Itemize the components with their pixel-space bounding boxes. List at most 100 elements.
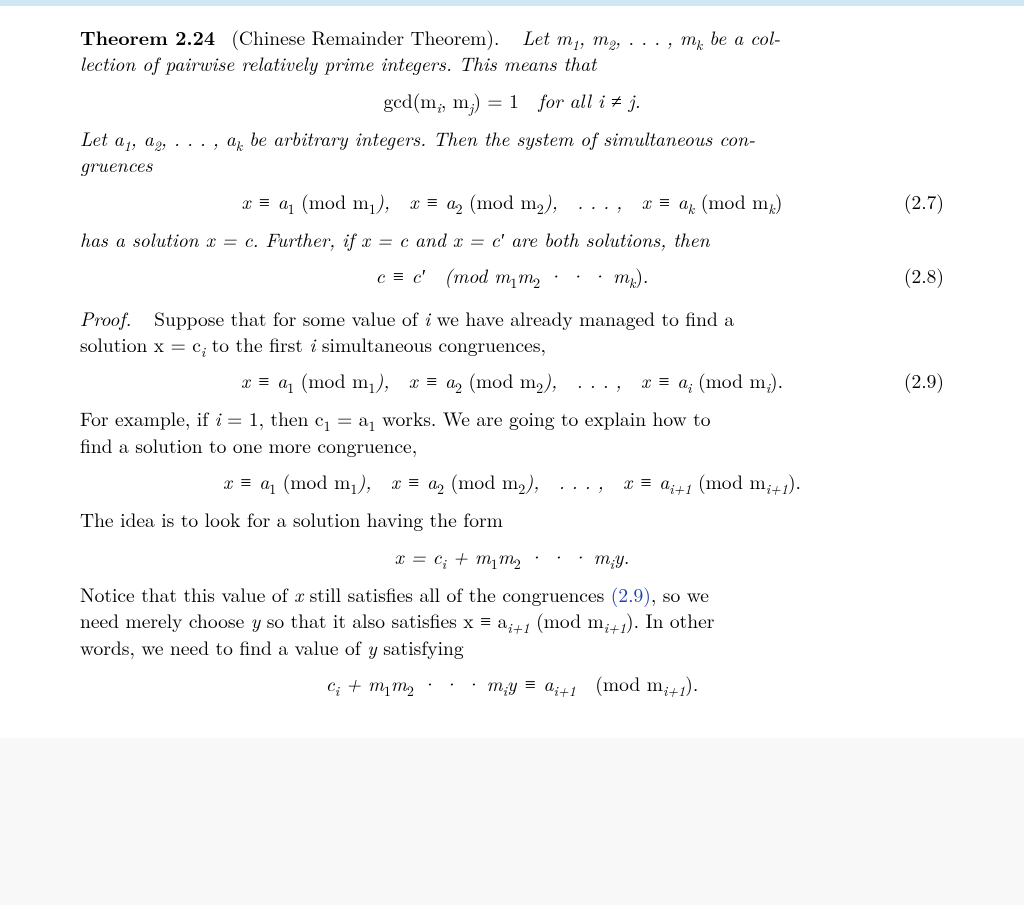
sub: 2 [407, 681, 414, 701]
proof-line-2: solution x = ci to the first i simultane… [80, 331, 944, 357]
sub: i+1 [554, 681, 576, 701]
sub: 2 [514, 554, 521, 574]
text: , a [131, 124, 154, 152]
theorem-statement-1: Theorem 2.24 (Chinese Remainder Theorem)… [80, 24, 944, 50]
notice-2: need merely choose y so that it also sat… [80, 607, 944, 633]
text: Let a [80, 124, 124, 152]
page-content: Theorem 2.24 (Chinese Remainder Theorem)… [0, 6, 1024, 738]
text: (mod m [444, 467, 518, 495]
text: simultaneous congruences, [315, 330, 546, 358]
text: , . . . , m [615, 23, 696, 51]
text: still satisfies all of the congruences [303, 580, 611, 608]
sub: 1 [491, 554, 498, 574]
text: works. We are going to explain how to [376, 404, 711, 432]
sub: i+1 [604, 618, 626, 638]
sub: 2 [608, 35, 615, 55]
text: gcd(m [383, 86, 436, 114]
sub: 1 [288, 198, 295, 218]
sub: i+1 [669, 479, 691, 499]
equation-2-8: c ≡ c′ (mod m1m2 · · · mk). (2.8) [80, 262, 944, 288]
sub: 2 [537, 198, 544, 218]
sub: 2 [455, 378, 462, 398]
text: (mod m [691, 467, 765, 495]
gcd-display: gcd(mi, mj) = 1 for all i ≠ j. [80, 87, 944, 113]
theorem-name: (Chinese Remainder Theorem). [231, 23, 499, 51]
has-solution-line: has a solution x = c. Further, if x = c … [80, 226, 944, 252]
text: need merely choose [80, 606, 251, 634]
for-example-2: find a solution to one more congruence, [80, 432, 944, 458]
text: m [517, 261, 533, 289]
text: (mod m [691, 366, 765, 394]
text: y ≡ a [507, 669, 554, 697]
notice-1: Notice that this value of x still satisf… [80, 581, 944, 607]
idea-line: The idea is to look for a solution havin… [80, 506, 944, 532]
text: ). [635, 261, 648, 289]
text: x = c [395, 542, 442, 570]
text: · · · m [540, 261, 629, 289]
text: c [326, 669, 335, 697]
equation-form: x = ci + m1m2 · · · miy. [80, 543, 944, 569]
text: to the first [205, 330, 309, 358]
text: , . . . , a [161, 124, 236, 152]
text: ) [775, 187, 783, 215]
text: ). [685, 669, 698, 697]
text: Suppose that for some value of [154, 304, 424, 332]
text: = a [331, 404, 369, 432]
text: , m [441, 86, 469, 114]
text: we have already managed to find a [430, 304, 734, 332]
eqno-2-9: (2.9) [904, 367, 944, 393]
text: (mod m [576, 669, 663, 697]
sub: 1 [384, 681, 391, 701]
equation-2-9: x ≡ a1 (mod m1), x ≡ a2 (mod m2), . . . … [80, 367, 944, 393]
ref-2-9[interactable]: (2.9) [611, 580, 651, 608]
sub: 2 [437, 479, 444, 499]
text: For example, if [80, 404, 215, 432]
eqno-2-7: (2.7) [904, 188, 944, 214]
text: satisfying [377, 633, 464, 661]
for-example-1: For example, if i = 1, then c1 = a1 work… [80, 405, 944, 431]
text: ), x ≡ a [357, 467, 437, 495]
text: (mod m [463, 187, 537, 215]
text: y. [614, 542, 629, 570]
text: m [498, 542, 514, 570]
text: c ≡ c′ (mod m [376, 261, 511, 289]
theorem-label: Theorem 2.24 [80, 23, 215, 51]
text: ), . . . , x ≡ a [543, 366, 687, 394]
eqno-2-8: (2.8) [904, 262, 944, 288]
text: (mod m [276, 467, 350, 495]
text: words, we need to find a value of [80, 633, 367, 661]
equation-last: ci + m1m2 · · · miy ≡ ai+1 (mod mi+1). [80, 670, 944, 696]
text: Let m [522, 23, 572, 51]
text: ), x ≡ a [376, 187, 456, 215]
text: x ≡ a [242, 187, 288, 215]
theorem-statement-2: lection of pairwise relatively prime int… [80, 50, 944, 76]
text: (mod m [530, 606, 604, 634]
text: (mod m [294, 366, 368, 394]
text: x ≡ a [223, 467, 269, 495]
text: x ≡ a [241, 366, 287, 394]
text: ), . . . , x ≡ a [544, 187, 688, 215]
sub: 1 [369, 198, 376, 218]
proof-label: Proof. [80, 304, 131, 332]
let-line-2: gruences [80, 151, 944, 177]
equation-i-plus-1: x ≡ a1 (mod m1), x ≡ a2 (mod m2), . . . … [80, 468, 944, 494]
text: be a col- [702, 23, 780, 51]
sub: 2 [456, 198, 463, 218]
text: ), x ≡ a [375, 366, 455, 394]
text: , so we [651, 580, 709, 608]
text: so that it also satisfies x ≡ a [260, 606, 507, 634]
equation-2-7: x ≡ a1 (mod m1), x ≡ a2 (mod m2), . . . … [80, 188, 944, 214]
text: (mod m [462, 366, 536, 394]
text: · · · m [521, 542, 610, 570]
sub: 2 [154, 136, 161, 156]
text: · · · m [414, 669, 503, 697]
sub: i+1 [507, 618, 529, 638]
text: ). [770, 366, 783, 394]
text: (mod m [295, 187, 369, 215]
text: + m [339, 669, 384, 697]
text: + m [446, 542, 491, 570]
proof-line-1: Proof. Suppose that for some value of i … [80, 305, 944, 331]
text: (mod m [694, 187, 768, 215]
text: ). In other [626, 606, 714, 634]
text: solution x = c [80, 330, 201, 358]
